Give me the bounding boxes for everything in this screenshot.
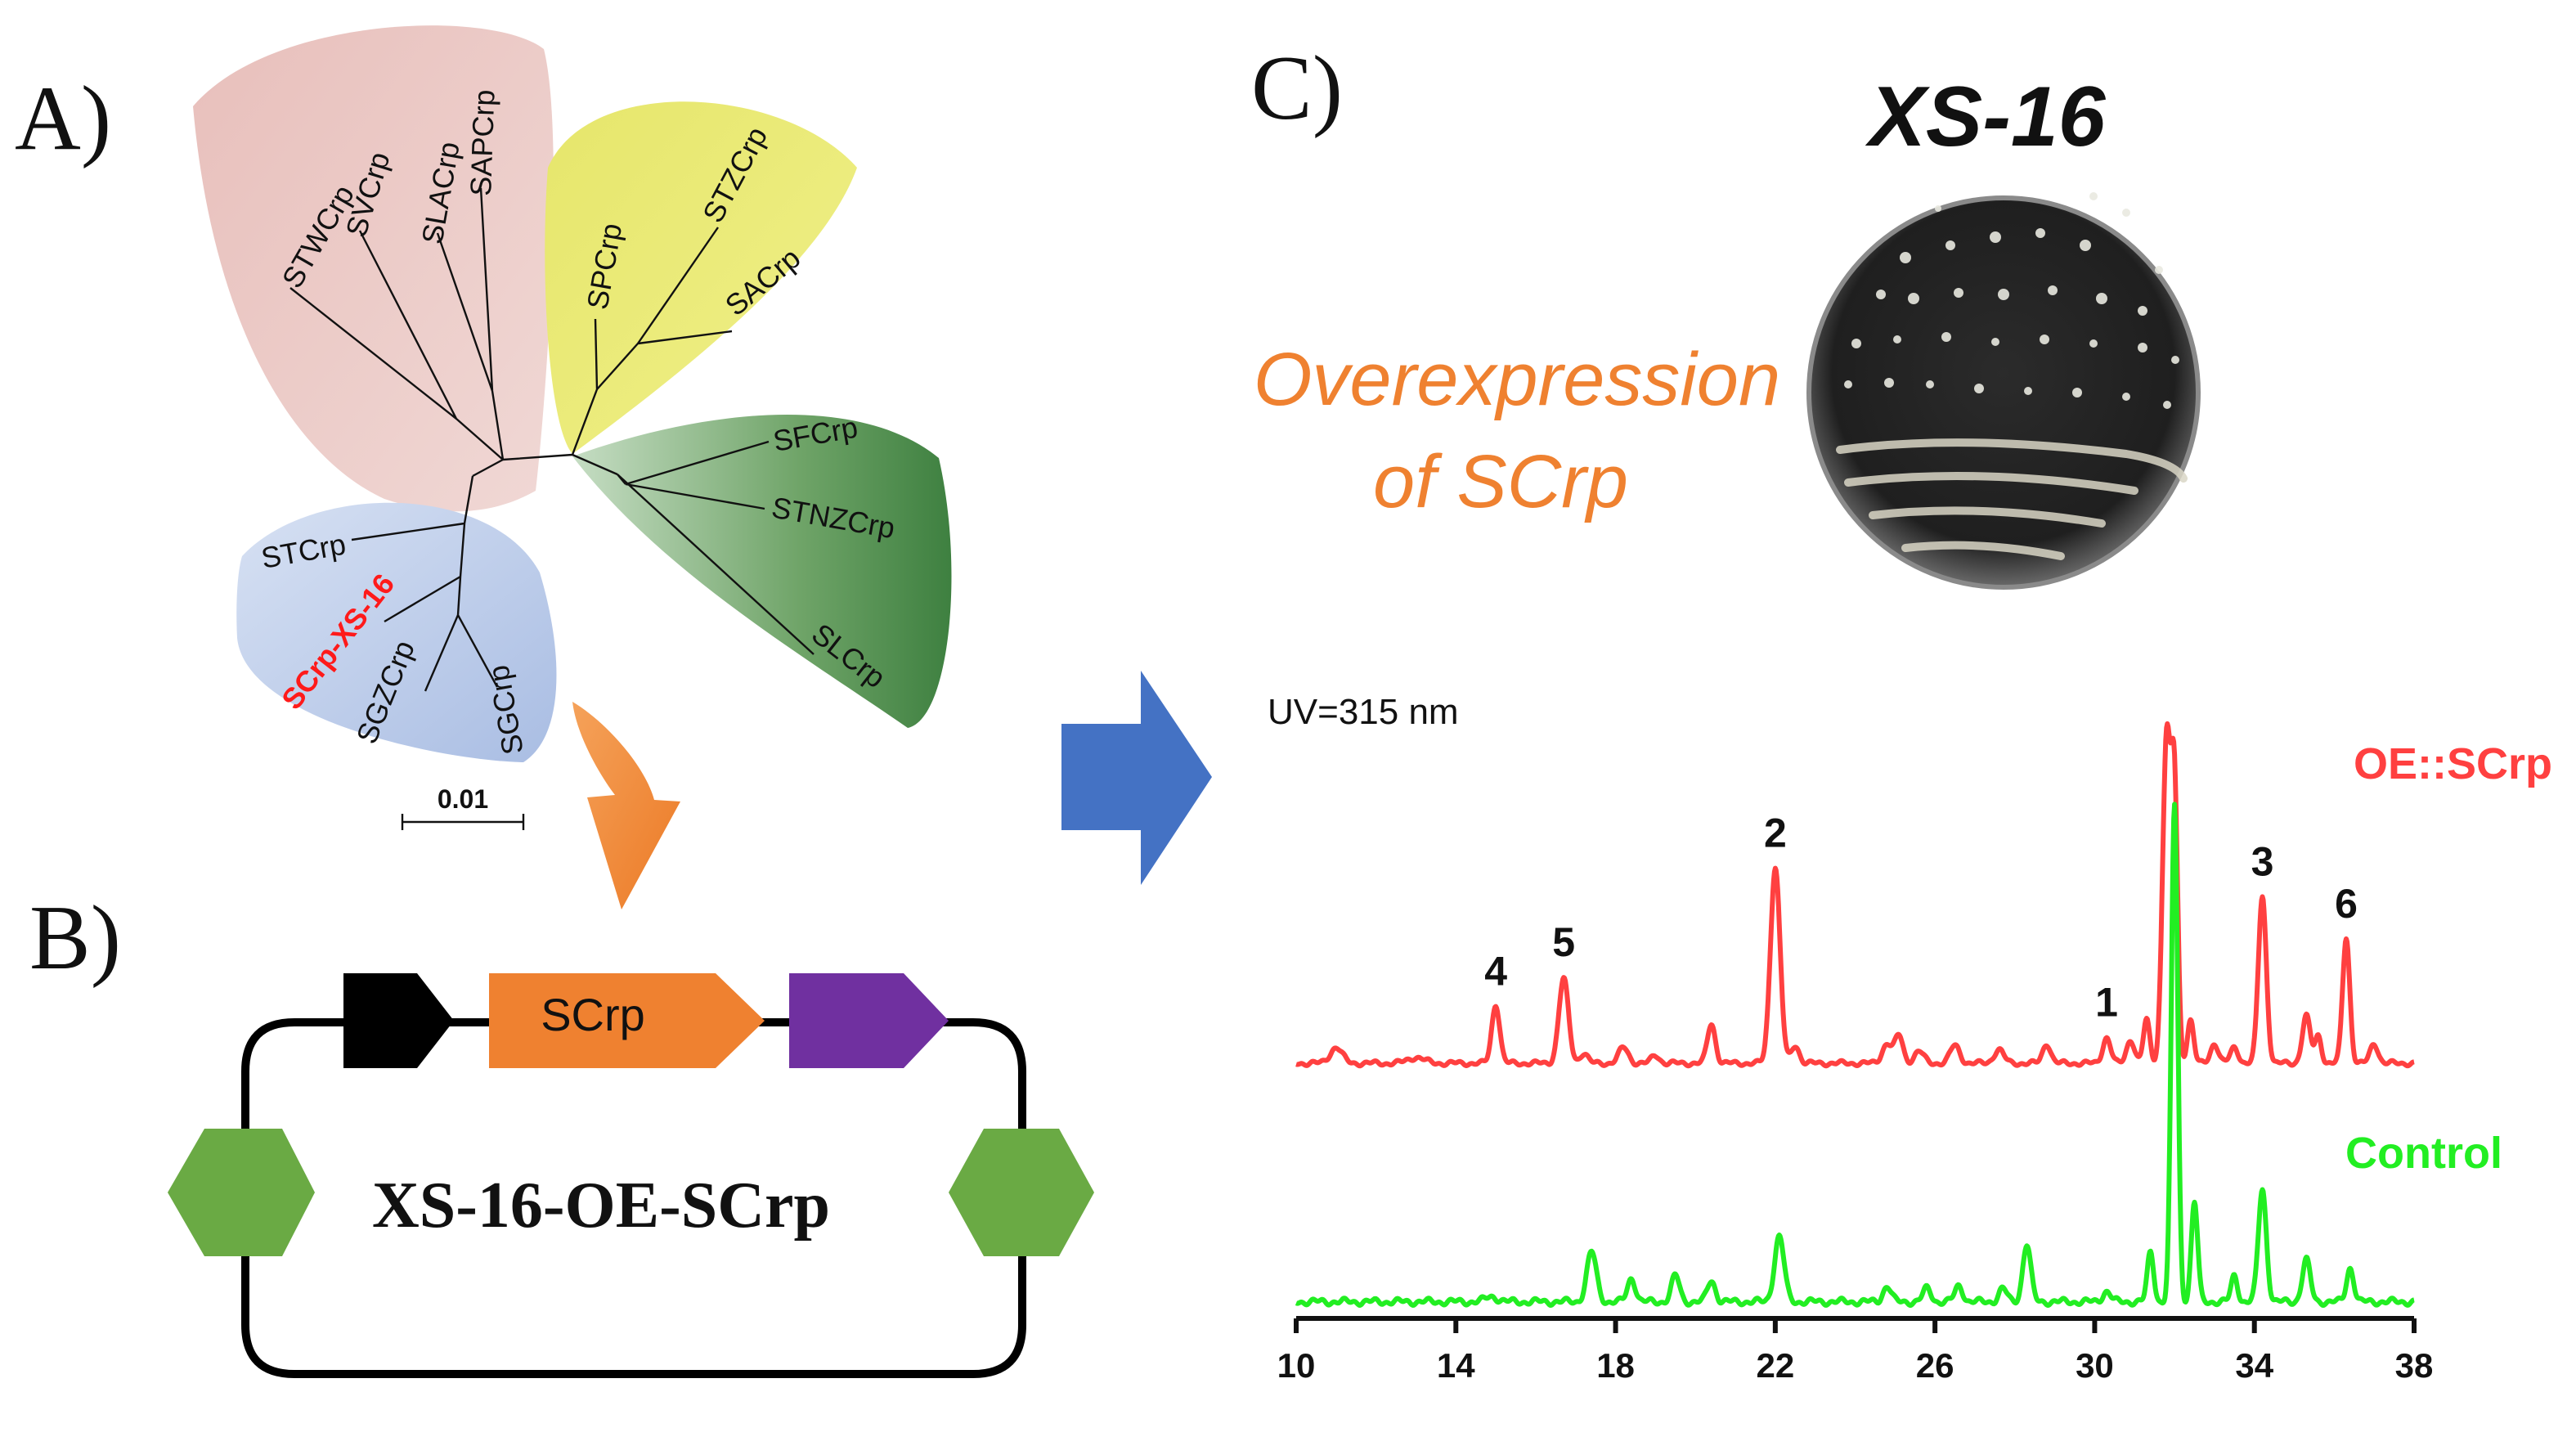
x-axis-tick-label: 10 xyxy=(1277,1346,1316,1385)
x-axis-tick-label: 14 xyxy=(1437,1346,1475,1385)
x-axis-ticks: 10 14 18 22 26 30 34 38 xyxy=(1277,1318,2434,1385)
right-arrow-icon xyxy=(1061,671,1212,885)
peak-labels: 1 2 3 45 6 xyxy=(1484,811,2358,1026)
overexpression-text-line1: Overexpression xyxy=(1254,338,1780,421)
strain-title: XS-16 xyxy=(1865,70,2106,164)
x-axis-tick-label: 30 xyxy=(2076,1346,2114,1385)
peak-label-2: 2 xyxy=(1764,811,1787,856)
overexpression-text-line2: of SCrp xyxy=(1373,440,1628,523)
phylogenetic-tree: STWCrp SVCrp SLACrp SAPCrp SPCrp STZCrp … xyxy=(193,25,952,830)
promoter-arrow-icon xyxy=(343,973,454,1068)
scale-bar-label: 0.01 xyxy=(438,784,488,814)
panel-a-label: A) xyxy=(15,68,111,169)
x-axis-tick-label: 22 xyxy=(1756,1346,1794,1385)
legend-oe-scrp: OE::SCrp xyxy=(2354,739,2552,788)
x-axis-tick-label: 18 xyxy=(1596,1346,1635,1385)
scrp-gene-label: SCrp xyxy=(541,989,645,1040)
peak-label-3: 3 xyxy=(2251,838,2274,884)
scrp-gene-arrow xyxy=(489,973,765,1068)
peak-label-4: 4 xyxy=(1484,949,1507,995)
legend-control: Control xyxy=(2345,1129,2502,1178)
bent-arrow-icon xyxy=(572,702,680,909)
panel-b-label: B) xyxy=(29,887,121,989)
x-axis-tick-label: 34 xyxy=(2235,1346,2273,1385)
clade-blue xyxy=(236,502,557,762)
plasmid-construct: SCrp XS-16-OE-SCrp xyxy=(168,973,1094,1378)
panel-c-label: C) xyxy=(1251,38,1343,139)
clade-pink xyxy=(193,25,554,512)
tree-leaf-sapcrp: SAPCrp xyxy=(464,89,501,196)
terminator-arrow-icon xyxy=(789,973,949,1068)
trace-oe-scrp xyxy=(1295,721,2416,1069)
peak-label-6: 6 xyxy=(2335,881,2358,927)
uv-label: UV=315 nm xyxy=(1268,692,1459,732)
x-axis-tick-label: 38 xyxy=(2395,1346,2434,1385)
tree-branches xyxy=(289,187,815,692)
x-axis-tick-label: 26 xyxy=(1916,1346,1954,1385)
left-marker-hexagon-icon xyxy=(168,1129,315,1256)
scale-bar: 0.01 xyxy=(401,784,525,830)
clade-yellow xyxy=(545,101,857,454)
plasmid-name: XS-16-OE-SCrp xyxy=(372,1170,830,1242)
right-marker-hexagon-icon xyxy=(949,1129,1094,1256)
peak-label-5: 5 xyxy=(1552,919,1575,965)
clade-green xyxy=(572,415,952,728)
peak-label-1: 1 xyxy=(2095,980,2118,1026)
plasmid-backbone xyxy=(241,1018,1026,1378)
culture-plate-image xyxy=(1806,192,2201,590)
trace-control xyxy=(1295,802,2416,1309)
